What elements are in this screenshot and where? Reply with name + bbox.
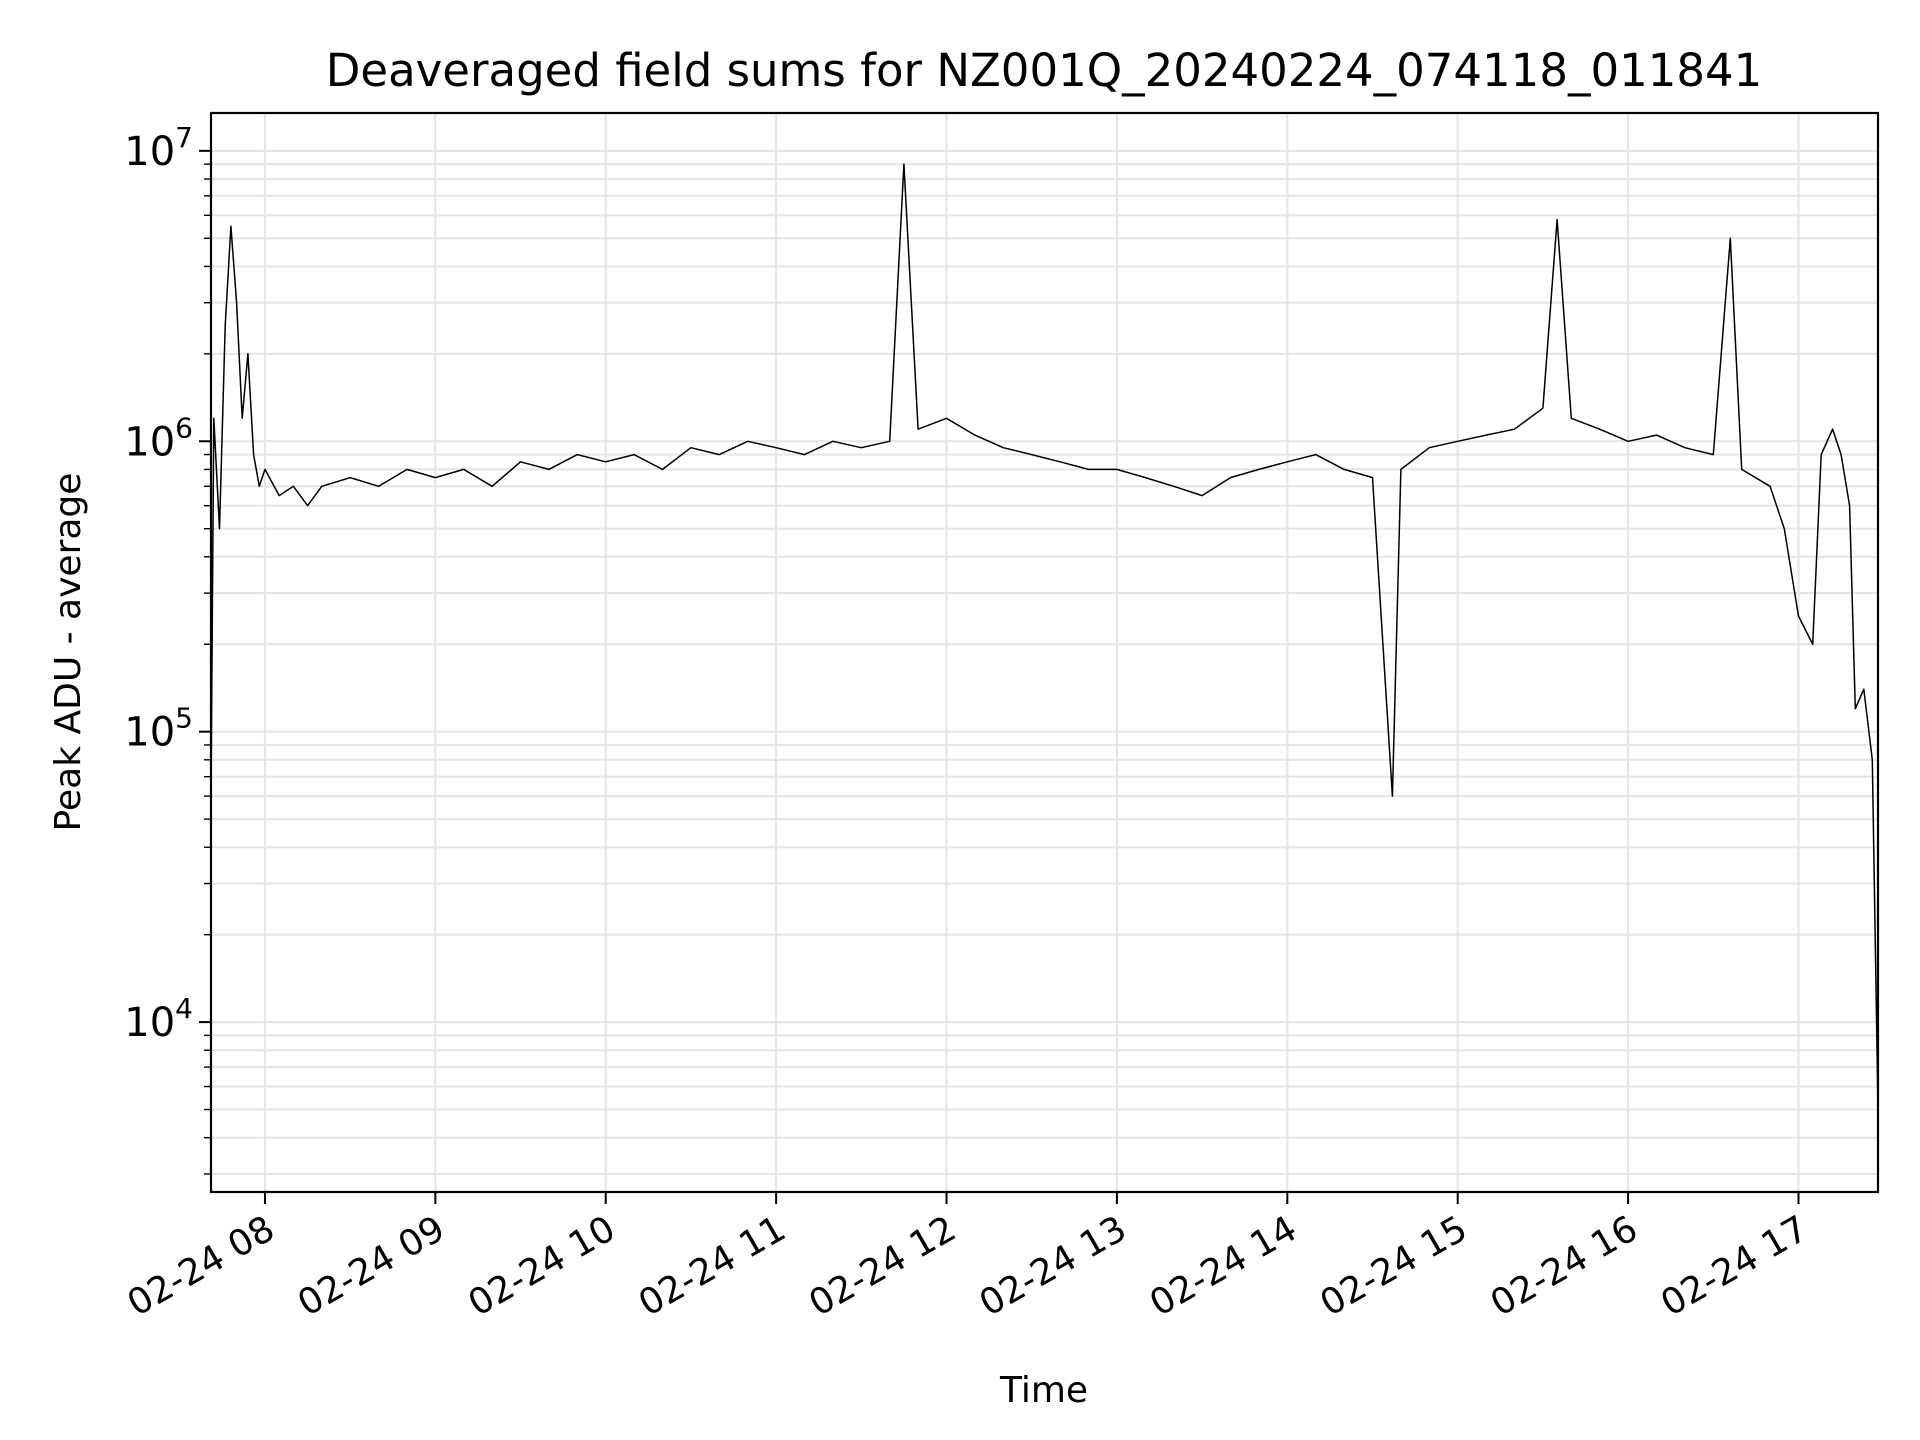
- y-tick-labels: 104 105 106 107: [124, 121, 193, 1046]
- data-trace: [210, 163, 1879, 1110]
- y-tick-label: 106: [124, 411, 193, 465]
- y-axis-label: Peak ADU - average: [48, 473, 89, 832]
- axis-ticks: [199, 149, 1800, 1204]
- gridlines: [211, 113, 1878, 1192]
- y-tick-label: 107: [124, 121, 193, 175]
- y-tick-label: 104: [124, 992, 193, 1046]
- plot-area-frame: [209, 111, 1880, 1194]
- series-line: [210, 163, 1879, 1110]
- chart-title: Deaveraged field sums for NZ001Q_2024022…: [326, 44, 1762, 97]
- y-tick-label: 105: [124, 702, 193, 756]
- x-axis-label: Time: [999, 1370, 1088, 1411]
